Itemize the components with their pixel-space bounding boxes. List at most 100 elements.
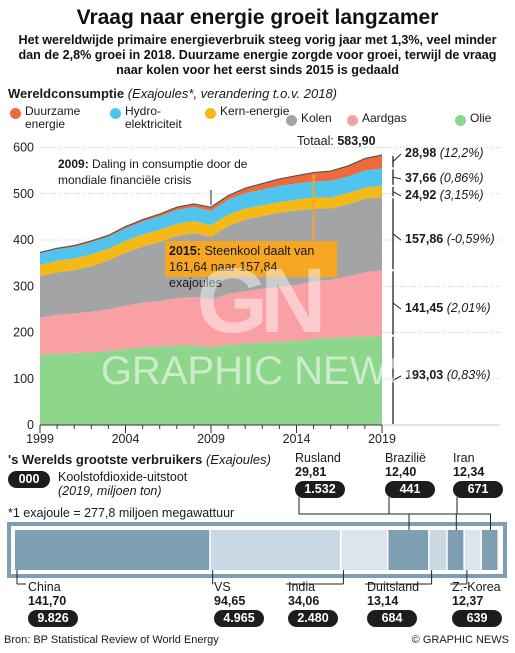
legend-label-0: Duurzame energie bbox=[25, 104, 81, 131]
consumer-block-3 bbox=[388, 530, 429, 570]
area-olie bbox=[40, 335, 382, 425]
value-brackets bbox=[210, 153, 402, 424]
watermark: GN GRAPHIC NEWS bbox=[0, 255, 515, 391]
section-heading-consumers: 's Werelds grootste verbruikers (Exajoul… bbox=[8, 452, 271, 467]
consumer-value-2: 34,06 bbox=[288, 594, 320, 608]
value-label-4: 141,45 (2,01%) bbox=[405, 301, 491, 315]
value-label-change-1: (0,86%) bbox=[439, 171, 484, 185]
consumer-name-2: India bbox=[288, 580, 316, 594]
consumer-block-7 bbox=[481, 530, 498, 570]
consumer-name-0: China bbox=[28, 580, 61, 594]
x-tick-2004: 2004 bbox=[112, 432, 140, 446]
value-label-0: 28,98 (12,2%) bbox=[405, 146, 484, 160]
section-heading-text: Wereldconsumptie bbox=[8, 86, 125, 101]
value-label-3: 157,86 (-0,59%) bbox=[405, 232, 495, 246]
co2-legend-sub: (2019, miljoen ton) bbox=[58, 484, 162, 498]
y-tick-300: 300 bbox=[13, 279, 34, 293]
legend-swatch-0 bbox=[10, 108, 21, 119]
consumer-label-4: Duitsland 13,14 684 bbox=[367, 580, 419, 627]
consumer-label-5: Brazilië 12,40 441 bbox=[385, 451, 435, 498]
consumer-block-1 bbox=[210, 530, 340, 570]
y-tick-500: 500 bbox=[13, 187, 34, 201]
consumer-value-7: 12,34 bbox=[453, 465, 485, 479]
section-heading-sub: (Exajoules*, verandering t.o.v. 2018) bbox=[127, 86, 338, 101]
y-axis: 0 100 200 300 400 500 600 bbox=[13, 141, 34, 433]
consumer-value-0: 141,70 bbox=[28, 594, 67, 608]
value-label-change-5: (0,83%) bbox=[446, 368, 491, 382]
y-tick-100: 100 bbox=[13, 372, 34, 386]
value-label-value-3: 157,86 bbox=[405, 232, 447, 246]
consumer-name-5: Brazilië bbox=[385, 451, 426, 465]
consumer-value-4: 13,14 bbox=[367, 594, 399, 608]
annotation-2015: 2015: Steenkool daalt van 161,64 naar 15… bbox=[165, 241, 337, 290]
co2-legend-pill: 000 bbox=[8, 471, 50, 488]
legend-label-2: Kern-energie bbox=[220, 104, 290, 118]
legend-label-5: Olie bbox=[470, 111, 492, 125]
value-label-change-4: (2,01%) bbox=[446, 301, 491, 315]
consumer-name-4: Duitsland bbox=[367, 580, 420, 594]
bracket-leader-2 bbox=[392, 191, 402, 197]
legend-swatch-2 bbox=[205, 108, 216, 119]
consumer-label-6: Z.-Korea 12,37 639 bbox=[452, 580, 502, 627]
value-label-value-1: 37,66 bbox=[405, 171, 440, 185]
section-heading-consumption: Wereldconsumptie (Exajoules*, veranderin… bbox=[8, 86, 337, 101]
legend-swatch-1 bbox=[110, 108, 121, 119]
consumer-co2-pill-3: 1.532 bbox=[295, 481, 345, 498]
total-label: Totaal: 583,90 bbox=[297, 134, 376, 148]
watermark-logo: GN bbox=[196, 250, 327, 352]
value-label-change-3: (-0,59%) bbox=[446, 232, 495, 246]
area-duurzame-energie bbox=[40, 154, 382, 254]
consumer-value-1: 94,65 bbox=[214, 594, 246, 608]
consumer-label-3: Rusland 29,81 1.532 bbox=[295, 451, 345, 498]
area-kern-energie bbox=[40, 185, 382, 277]
consumer-block-6 bbox=[464, 530, 481, 570]
legend-label-3: Kolen bbox=[301, 111, 332, 125]
consumer-co2-pill-6: 639 bbox=[452, 610, 502, 627]
watermark-text: GRAPHIC NEWS bbox=[100, 349, 415, 393]
consumer-co2-pill-1: 4.965 bbox=[214, 610, 264, 627]
legend-swatch-5 bbox=[455, 115, 466, 126]
source: Bron: BP Statistical Review of World Ene… bbox=[4, 634, 219, 646]
value-label-1: 37,66 (0,86%) bbox=[405, 171, 484, 185]
consumer-name-7: Iran bbox=[453, 451, 475, 465]
consumer-name-3: Rusland bbox=[295, 451, 341, 465]
legend-label-1: Hydro-elektriciteit bbox=[125, 104, 182, 131]
consumer-co2-pill-7: 671 bbox=[453, 481, 503, 498]
co2-legend-label: Koolstofdioxide-uitstoot bbox=[58, 470, 188, 484]
consumer-name-6: Z.-Korea bbox=[452, 580, 501, 594]
consumer-label-2: India 34,06 2.480 bbox=[288, 580, 338, 627]
consumer-co2-pill-0: 9.826 bbox=[28, 610, 78, 627]
footnote: *1 exajoule = 277,8 miljoen megawattuur bbox=[8, 506, 235, 520]
area-aardgas bbox=[40, 270, 382, 355]
y-tick-600: 600 bbox=[13, 141, 34, 155]
section-heading2-text: 's Werelds grootste verbruikers bbox=[8, 452, 203, 467]
x-tick-2014: 2014 bbox=[283, 432, 311, 446]
value-label-value-5: 193,03 bbox=[405, 368, 447, 382]
annotation-2015-text: Steenkool daalt van 161,64 naar 157,84 e… bbox=[169, 244, 315, 290]
value-label-value-0: 28,98 bbox=[405, 146, 440, 160]
value-label-value-4: 141,45 bbox=[405, 301, 447, 315]
y-tick-0: 0 bbox=[27, 418, 34, 432]
consumer-block-5 bbox=[447, 530, 464, 570]
consumer-block-4 bbox=[429, 530, 447, 570]
bracket-leader-3 bbox=[392, 233, 402, 241]
total-outline bbox=[39, 154, 383, 254]
bracket-leader-5 bbox=[392, 375, 402, 381]
annotation-2009: 2009: Daling in consumptie door de mondi… bbox=[58, 156, 248, 188]
value-label-2: 24,92 (3,15%) bbox=[405, 188, 484, 202]
consumer-label-0: China 141,70 9.826 bbox=[28, 580, 78, 627]
bracket-leader-1 bbox=[392, 176, 402, 180]
bracket-leader-0 bbox=[392, 153, 402, 163]
area-hydro-elektriciteit bbox=[40, 168, 382, 265]
y-tick-200: 200 bbox=[13, 326, 34, 340]
legend-swatch-4 bbox=[347, 115, 358, 126]
consumer-value-5: 12,40 bbox=[385, 465, 417, 479]
consumer-value-6: 12,37 bbox=[452, 594, 484, 608]
consumer-label-7: Iran 12,34 671 bbox=[453, 451, 503, 498]
total-label-text: Totaal: bbox=[297, 134, 334, 148]
x-tick-2009: 2009 bbox=[197, 432, 225, 446]
value-label-change-2: (3,15%) bbox=[439, 188, 484, 202]
co2-legend: Koolstofdioxide-uitstoot (2019, miljoen … bbox=[58, 470, 187, 498]
page-title: Vraag naar energie groeit langzamer bbox=[76, 6, 439, 29]
